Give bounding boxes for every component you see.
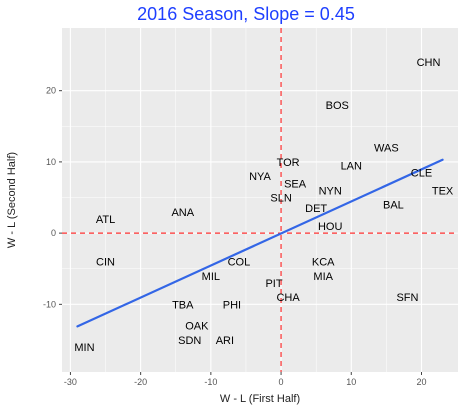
- team-label-min: MIN: [74, 342, 94, 354]
- y-axis-label: W - L (Second Half): [6, 152, 18, 248]
- plot-panel: [62, 28, 458, 372]
- grid-lines: [62, 28, 458, 372]
- team-label-kca: KCA: [312, 257, 335, 269]
- team-label-bal: BAL: [383, 200, 404, 212]
- team-label-phi: PHI: [223, 299, 241, 311]
- team-label-sea: SEA: [284, 178, 307, 190]
- y-tick-label: 10: [46, 157, 56, 167]
- team-label-tba: TBA: [172, 299, 194, 311]
- x-tick-label: -20: [134, 377, 147, 387]
- x-axis-ticks: -30 -20 -10 0 10 20: [64, 372, 426, 387]
- team-label-was: WAS: [374, 143, 399, 155]
- regression-line: [76, 158, 444, 328]
- team-label-ari: ARI: [216, 335, 234, 347]
- team-label-mia: MIA: [313, 271, 333, 283]
- team-label-mil: MIL: [202, 271, 220, 283]
- team-label-nyn: NYN: [319, 185, 342, 197]
- team-labels: CHN BOS WAS TOR LAN CLE NYA SEA NYN TEX SLN BAL DET A…: [74, 57, 454, 354]
- reference-lines: [62, 28, 458, 372]
- team-label-ana: ANA: [171, 207, 194, 219]
- team-label-pit: PIT: [265, 278, 282, 290]
- x-tick-label: -10: [204, 377, 217, 387]
- team-label-det: DET: [305, 203, 327, 215]
- y-tick-label: -10: [43, 299, 56, 309]
- y-axis-ticks: -10 0 10 20: [43, 86, 62, 309]
- team-label-atl: ATL: [96, 214, 115, 226]
- team-label-chn: CHN: [417, 57, 441, 69]
- team-label-tex: TEX: [432, 185, 454, 197]
- x-axis-label: W - L (First Half): [220, 393, 300, 405]
- x-tick-label: -30: [64, 377, 77, 387]
- team-label-cin: CIN: [96, 257, 115, 269]
- team-label-oak: OAK: [185, 321, 209, 333]
- chart-title: 2016 Season, Slope = 0.45: [137, 4, 355, 24]
- team-label-bos: BOS: [326, 100, 349, 112]
- team-label-col: COL: [228, 257, 251, 269]
- fit-line-group: [76, 158, 444, 328]
- team-label-cha: CHA: [276, 292, 300, 304]
- team-label-tor: TOR: [277, 157, 300, 169]
- team-label-sdn: SDN: [178, 335, 201, 347]
- team-label-nya: NYA: [249, 171, 271, 183]
- y-tick-label: 0: [51, 228, 56, 238]
- x-tick-label: 0: [279, 377, 284, 387]
- team-label-hou: HOU: [318, 221, 343, 233]
- team-label-sfn: SFN: [396, 292, 418, 304]
- x-tick-label: 20: [416, 377, 426, 387]
- team-label-cle: CLE: [411, 168, 432, 180]
- y-tick-label: 20: [46, 86, 56, 96]
- team-label-lan: LAN: [341, 160, 362, 172]
- x-tick-label: 10: [346, 377, 356, 387]
- team-label-sln: SLN: [270, 193, 291, 205]
